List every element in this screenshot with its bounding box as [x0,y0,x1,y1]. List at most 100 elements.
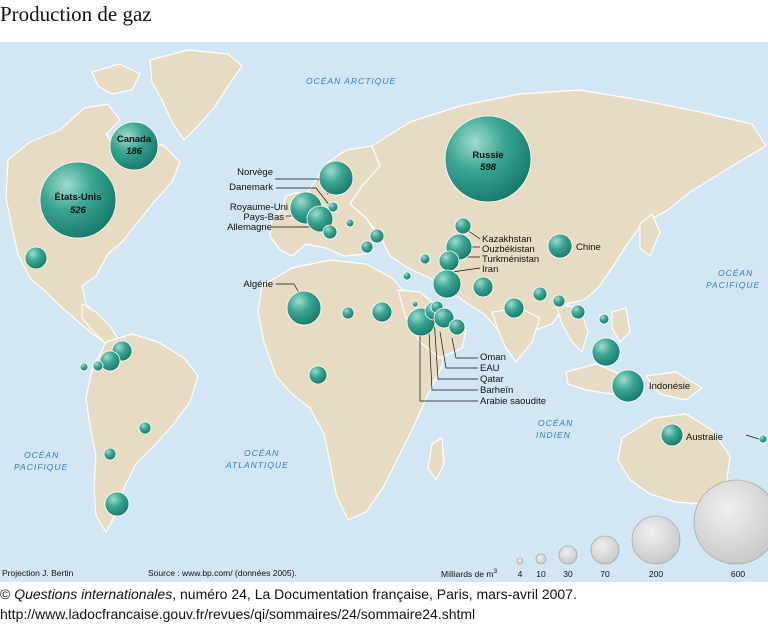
bubble-mexique [24,246,48,270]
legend-bubble-200 [631,515,681,565]
land-japan [639,213,661,257]
label-turkmenistan: Turkménistan [482,254,539,265]
value-canada: 186 [126,146,143,157]
label-allemagne: Allemagne [227,222,272,233]
bubble-malaisie [598,313,610,325]
label-russie: Russie [472,150,503,161]
bubble-ukraine [369,228,385,244]
legend-label-70: 70 [600,569,610,579]
label-ouzbekistan: Ouzbékistan [482,244,535,255]
label-eau: EAU [480,363,500,374]
legend-bubble-4 [516,557,524,565]
bubble-bolivie [103,447,117,461]
bubble-australie [660,423,684,447]
bubble-bresil [138,421,152,435]
land-new-guinea [645,371,703,401]
ocean-label-arctique: OCÉAN ARCTIQUE [306,76,396,86]
bubble-italie [345,218,355,228]
legend-label-200: 200 [649,569,663,579]
bubble-brunei [591,337,621,367]
legend-bubble-30 [558,545,578,565]
ocean-label-indien-2: INDIEN [536,430,571,440]
leader-lines [272,178,763,441]
bubble-egypte [371,301,393,323]
land-madagascar [427,437,445,481]
bubble-pakistan [472,276,494,298]
legend-label-600: 600 [731,569,745,579]
bubble-argentine [104,491,130,517]
bubble-indonesie [611,369,645,403]
ocean-label-pacifique-e1: OCÉAN [718,268,753,278]
bubble-koweit [411,300,419,308]
value-russie: 598 [480,162,497,173]
land-arctic-islands [91,63,141,95]
label-royaume-uni: Royaume-Uni [230,202,288,213]
bubble-eau [433,307,455,329]
bubble-chine [547,233,573,259]
world-map: OCÉAN ARCTIQUE OCÉAN PACIFIQUE OCÉAN ATL… [0,42,768,582]
bubble-colombie [92,360,104,372]
source-note: Source : www.bp.com/ (données 2005). [148,568,297,578]
legend-label-30: 30 [563,569,573,579]
bubble-birmanie [552,294,566,308]
bubble-usa [39,161,117,239]
bubble-iran [432,269,462,299]
ocean-label-indien-1: OCÉAN [538,418,573,428]
bubble-norvege [318,160,354,196]
bubble-roumanie [360,240,374,254]
credit-line: © Questions internationales, numéro 24, … [0,584,768,604]
legend-label-10: 10 [536,569,546,579]
bubble-danemark [327,201,339,213]
label-bahrein: Barheïn [480,385,513,396]
ocean-label-pacifique-w1: OCÉAN [24,450,59,460]
bubble-oman [448,318,466,336]
production-bubbles [24,115,768,517]
label-qatar: Qatar [480,374,504,385]
bubble-libye [341,306,355,320]
bubble-allemagne [322,224,338,240]
bubble-kazakhstan [454,217,472,235]
value-usa: 526 [70,205,87,216]
land-greenland [149,49,243,141]
projection-note: Projection J. Bertin [2,568,74,578]
legend: Milliards de m3 4 10 30 70 200 600 [441,479,768,579]
label-norvege: Norvège [237,167,273,178]
bubble-algerie [286,290,322,326]
map-title: Production de gaz [0,2,152,26]
legend-bubble-10 [535,553,547,565]
label-arabie-saoudite: Arabie saoudite [480,396,546,407]
label-canada: Canada [117,134,152,145]
ocean-label-pacifique-w2: PACIFIQUE [14,462,68,472]
bubble-russie [444,115,532,203]
source-url[interactable]: http://www.ladocfrancaise.gouv.fr/revues… [0,606,476,622]
bubble-inde [503,297,525,319]
ocean-label-pacifique-e2: PACIFIQUE [706,280,760,290]
bubble-turkmenistan [438,250,460,272]
bubble-nouvelle-zelande [758,434,768,444]
bubble-bangladesh [532,286,548,302]
credit-block: © Questions internationales, numéro 24, … [0,584,768,624]
land-philippines [611,307,631,343]
label-oman: Oman [480,352,506,363]
label-algerie: Algérie [243,279,273,290]
publication-name: Questions internationales [14,586,173,602]
legend-label-4: 4 [518,569,523,579]
label-iran: Iran [482,264,498,275]
bubble-canada [109,121,159,171]
copyright-symbol: © [0,586,15,602]
label-australie: Australie [686,432,723,443]
label-usa: États-Unis [55,192,102,203]
publication-details: , numéro 24, La Documentation française,… [172,586,577,602]
country-labels: États-Unis 526 Canada 186 Russie 598 Nor… [55,134,723,443]
ocean-label-atlantique-2: ATLANTIQUE [225,460,289,470]
legend-bubble-70 [590,535,620,565]
ocean-labels: OCÉAN ARCTIQUE OCÉAN PACIFIQUE OCÉAN ATL… [14,76,760,472]
bubble-azerbaidjan [419,253,431,265]
label-pays-bas: Pays-Bas [243,212,284,223]
label-danemark: Danemark [229,182,273,193]
bubble-nigeria [308,365,328,385]
legend-title: Milliards de m3 [441,568,497,579]
bubble-thailande [570,304,586,320]
bubble-cuba [79,362,89,372]
label-indonesie: Indonésie [649,381,690,392]
